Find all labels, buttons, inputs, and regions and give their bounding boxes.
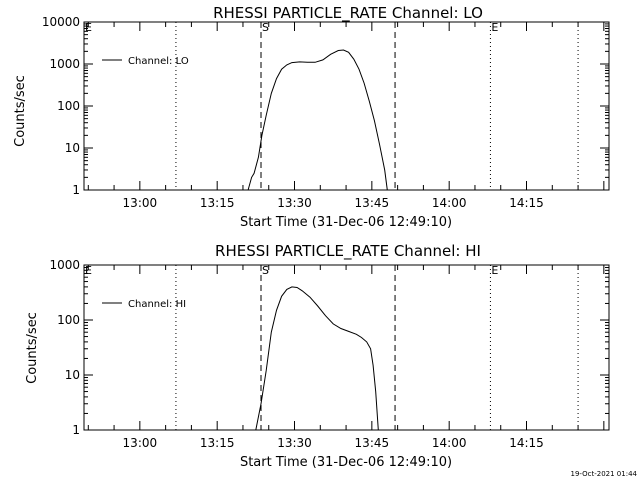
chart-title: RHESSI PARTICLE_RATE Channel: HI [215,242,481,261]
x-tick-label: 14:00 [432,436,467,450]
x-tick-label: 14:00 [432,196,467,210]
y-axis-label: Counts/sec [13,75,28,147]
y-tick-label: 1 [72,183,80,197]
legend-label: Channel: HI [128,299,186,310]
y-tick-label: 10 [65,368,80,382]
x-tick-label: 13:45 [355,436,390,450]
marker-label: S [262,21,269,34]
x-tick-label: 13:30 [277,196,312,210]
y-axis-label: Counts/sec [25,312,40,384]
plot-frame [83,21,610,191]
timestamp-label: 19-Oct-2021 01:44 [571,470,638,478]
x-tick-label: 13:00 [123,436,158,450]
chart-title: RHESSI PARTICLE_RATE Channel: LO [213,4,483,23]
series-line [247,49,388,191]
x-axis-label: Start Time (31-Dec-06 12:49:10) [240,455,452,470]
panel-hi: RHESSI PARTICLE_RATE Channel: HI Start T… [25,242,610,470]
x-tick-label: 13:15 [200,196,235,210]
marker-label: E [85,264,92,277]
legend-label: Channel: LO [128,56,189,67]
y-tick-label: 1 [72,423,80,437]
y-tick-label: 1000 [49,57,80,71]
x-tick-label: 13:30 [277,436,312,450]
series-line [255,286,379,431]
marker-label: S [262,264,269,277]
panel-lo: RHESSI PARTICLE_RATE Channel: LO Start T… [13,4,610,230]
marker-label: E [85,21,92,34]
plot-frame [83,264,610,431]
y-tick-label: 10 [65,141,80,155]
y-tick-label: 100 [57,313,80,327]
y-tick-label: 1000 [49,258,80,272]
x-tick-label: 14:15 [509,436,544,450]
marker-label: E [491,21,498,34]
y-tick-label: 10000 [42,15,80,29]
x-tick-label: 13:00 [123,196,158,210]
x-tick-label: 14:15 [509,196,544,210]
marker-label: E [491,264,498,277]
y-tick-label: 100 [57,99,80,113]
x-tick-label: 13:15 [200,436,235,450]
x-tick-label: 13:45 [355,196,390,210]
x-axis-label: Start Time (31-Dec-06 12:49:10) [240,215,452,230]
